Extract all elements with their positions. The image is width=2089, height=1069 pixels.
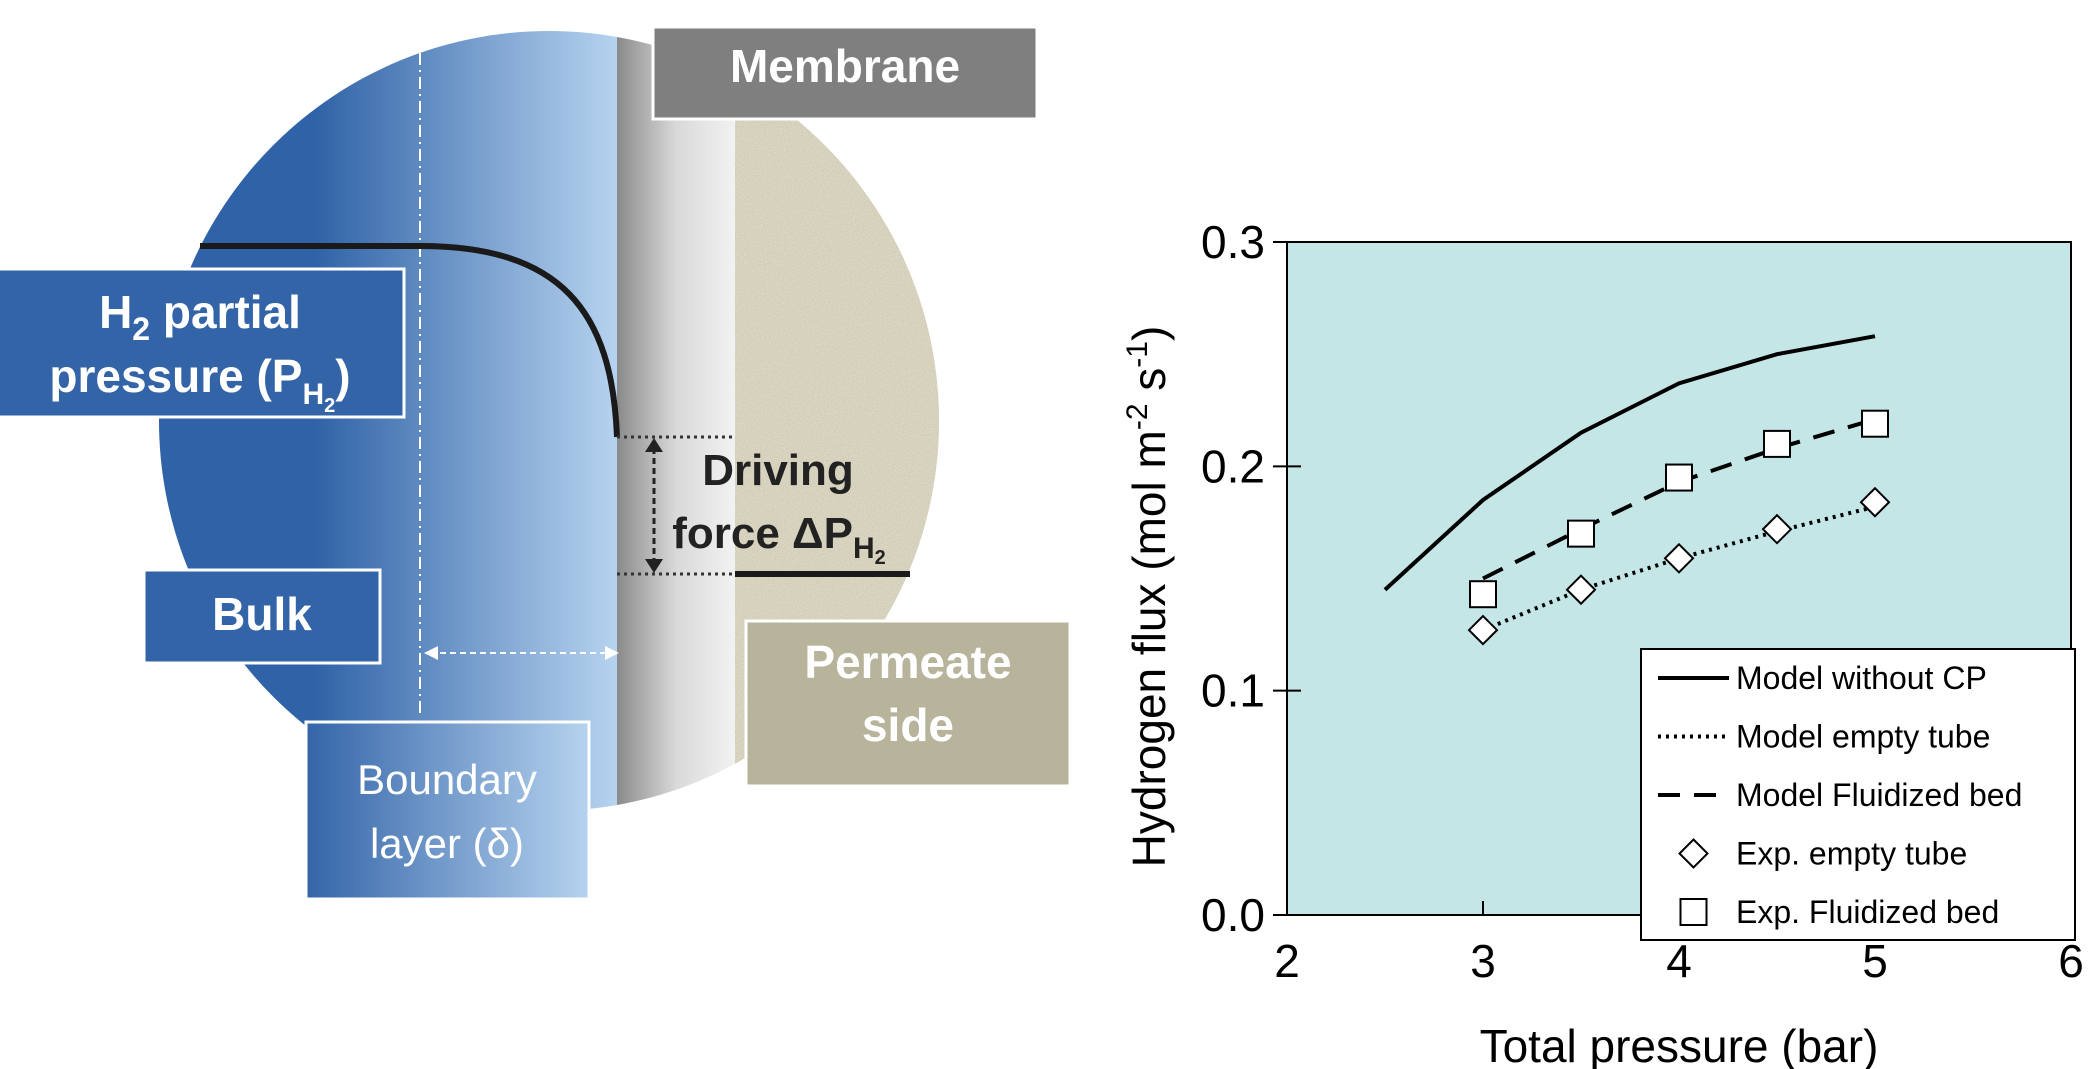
text: s: [1123, 368, 1175, 404]
force-label: Driving: [702, 446, 854, 495]
text: ): [1123, 326, 1175, 341]
marker: [1764, 431, 1790, 457]
boundary-label: Boundary: [357, 756, 537, 803]
legend-label: Exp. Fluidized bed: [1736, 894, 1999, 930]
permeate-label: side: [862, 699, 954, 751]
marker: [1470, 581, 1496, 607]
text: H: [99, 286, 132, 338]
legend-label: Model without CP: [1736, 660, 1987, 696]
h2-label: H2 partial: [99, 286, 301, 347]
figure: Membrane H2 partial pressure (PH2) Drivi…: [0, 0, 2089, 1069]
text: -1: [1121, 341, 1154, 368]
text: 2: [875, 547, 886, 569]
legend-label: Model empty tube: [1736, 719, 1990, 755]
membrane-label: Membrane: [730, 40, 960, 92]
text: Hydrogen flux (mol m: [1123, 430, 1175, 867]
legend-label: Model Fluidized bed: [1736, 777, 2022, 813]
y-tick-label: 0.0: [1201, 889, 1265, 941]
text: 2: [324, 395, 335, 417]
permeate-label: Permeate: [804, 636, 1011, 688]
y-tick-label: 0.3: [1201, 216, 1265, 268]
y-axis-title: Hydrogen flux (mol m-2 s-1): [1121, 326, 1175, 868]
chart: 2 3 4 5 6 0.0 0.1 0.2 0.3 Total pressure (bar) Hyd…: [1121, 216, 2084, 1069]
bulk-label: Bulk: [212, 588, 312, 640]
x-axis-title: Total pressure (bar): [1480, 1020, 1879, 1069]
text: H: [303, 378, 325, 411]
y-tick-label: 0.1: [1201, 665, 1265, 717]
diagram: Membrane H2 partial pressure (PH2) Drivi…: [0, 20, 1070, 899]
x-tick-label: 5: [1862, 935, 1888, 987]
text: -2: [1121, 403, 1154, 430]
marker: [1666, 465, 1692, 491]
legend-swatch: [1681, 899, 1707, 925]
y-tick-label: 0.2: [1201, 440, 1265, 492]
text: pressure (P: [49, 350, 302, 402]
marker: [1862, 411, 1888, 437]
text: force ΔP: [672, 509, 853, 558]
text: H: [853, 532, 875, 565]
x-tick-label: 6: [2058, 935, 2084, 987]
membrane-region: [617, 20, 735, 820]
text: partial: [150, 286, 301, 338]
text: 2: [132, 311, 150, 347]
text: ): [335, 350, 350, 402]
x-tick-label: 2: [1274, 935, 1300, 987]
gas-region: [150, 20, 617, 820]
legend-label: Exp. empty tube: [1736, 836, 1967, 872]
boundary-box: [306, 722, 589, 899]
x-tick-label: 3: [1470, 935, 1496, 987]
x-tick-label: 4: [1666, 935, 1692, 987]
marker: [1568, 521, 1594, 547]
boundary-label: layer (δ): [370, 820, 524, 867]
